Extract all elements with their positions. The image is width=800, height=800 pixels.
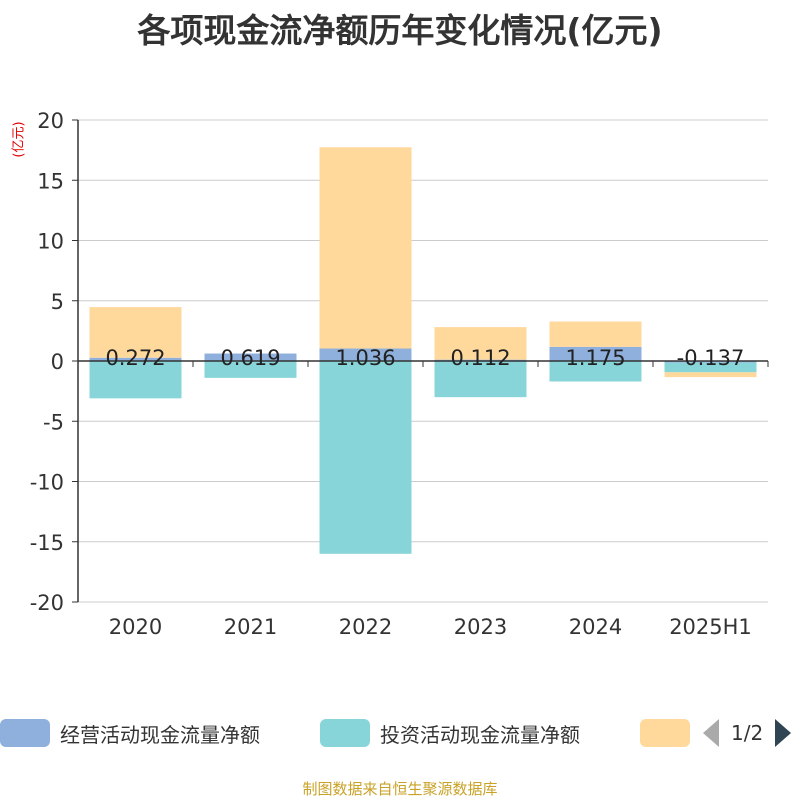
legend-swatch-investing [320,719,370,747]
legend-page-indicator: 1/2 [731,721,764,745]
legend-label-investing: 投资活动现金流量净额 [380,722,580,747]
x-tick-label: 2022 [339,615,392,639]
source-note: 制图数据来自恒生聚源数据库 [302,780,498,798]
bar-series-1-2025H1 [664,362,757,373]
bars [89,147,757,554]
data-labels: 0.272 0.619 1.036 0.112 1.175 -0.137 [105,346,744,370]
bar-series-0-2020 [89,357,182,361]
legend-pager: 1/2 [703,718,792,748]
gridlines [78,119,768,603]
bar-series-2-2022 [319,147,412,349]
y-tick-label: -10 [30,471,64,495]
bar-series-1-2023 [434,361,527,398]
x-tick-label: 2020 [109,615,162,639]
bar-series-0-2025H1 [664,361,757,363]
legend-swatch-third [640,719,690,747]
y-tick-label: -20 [30,591,64,615]
bar-series-0-2022 [319,348,412,361]
x-tick-label: 2025H1 [669,615,752,639]
data-label: 0.112 [450,346,510,370]
bar-series-1-2021 [204,361,297,378]
bar-series-0-2024 [549,346,642,361]
y-tick-label: 15 [37,169,64,193]
x-tick-label: 2023 [454,615,507,639]
bar-series-2-2023 [434,327,527,360]
bar-series-0-2021 [204,353,297,361]
data-label: 1.036 [335,346,395,370]
data-label: 0.619 [220,346,280,370]
legend-item-investing[interactable]: 投资活动现金流量净额 [320,718,580,748]
legend-item-third[interactable] [640,718,690,748]
bar-series-2-2025H1 [664,372,757,378]
legend-swatch-operating [0,719,50,747]
y-tick-label: -15 [30,531,64,555]
legend-prev-arrow-icon[interactable] [703,719,719,747]
y-tick-label: 0 [51,350,64,374]
y-tick-label: 20 [37,109,64,133]
axes: 20 15 10 5 0 -5 -10 -15 -20 2020 2021 2022 2023 2024 2… [30,109,769,639]
bar-series-1-2022 [319,361,412,554]
bar-series-1-2024 [549,361,642,382]
bar-series-2-2020 [89,307,182,358]
y-tick-label: -5 [43,410,64,434]
data-label: 1.175 [565,346,625,370]
y-tick-label: 5 [51,290,64,314]
chart-title: 各项现金流净额历年变化情况(亿元) [137,11,663,50]
x-tick-label: 2021 [224,615,277,639]
legend: 经营活动现金流量净额 投资活动现金流量净额 1/2 [0,714,800,754]
data-label: 0.272 [105,346,165,370]
bar-series-1-2020 [89,361,182,399]
y-tick-label: 10 [37,230,64,254]
data-label: -0.137 [677,346,745,370]
legend-next-arrow-icon[interactable] [775,719,792,747]
legend-label-operating: 经营活动现金流量净额 [60,722,260,747]
legend-item-operating[interactable]: 经营活动现金流量净额 [0,718,260,748]
x-tick-label: 2024 [569,615,622,639]
bar-chart: 20 15 10 5 0 -5 -10 -15 -20 2020 2021 2022 2023 2024 2… [30,109,769,639]
bar-series-2-2024 [549,321,642,347]
